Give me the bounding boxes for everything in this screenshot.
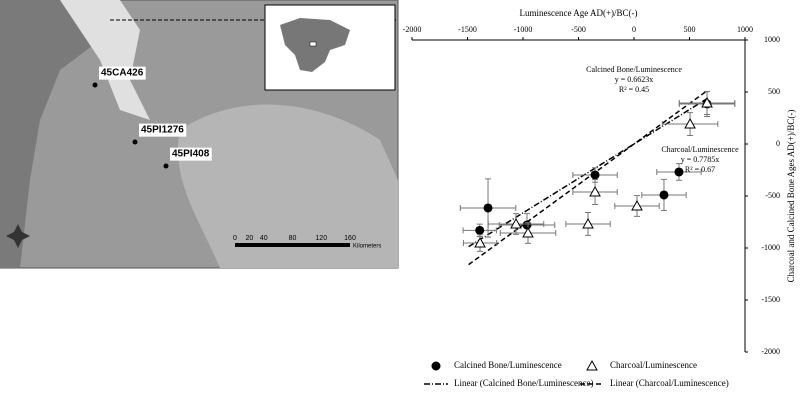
y-tick-label: -500 bbox=[765, 191, 780, 200]
site-label-box bbox=[99, 66, 146, 80]
annotation-label: Calcined Bone/Luminescence bbox=[586, 65, 682, 74]
legend-label: Charcoal/Luminescence bbox=[610, 360, 697, 370]
site-label-box bbox=[170, 147, 212, 161]
point bbox=[522, 220, 532, 230]
point bbox=[701, 96, 713, 108]
annotation-r2: R² = 0.45 bbox=[619, 85, 649, 94]
scale-label: 80 bbox=[289, 235, 297, 242]
scale-label: 0 bbox=[233, 235, 237, 242]
trendline bbox=[468, 90, 708, 266]
inset-area bbox=[309, 41, 317, 47]
point bbox=[684, 118, 696, 129]
point bbox=[522, 226, 534, 238]
x-tick-label: 1000 bbox=[737, 25, 753, 34]
water bbox=[60, 0, 150, 120]
point bbox=[590, 170, 600, 180]
legend-label: Calcined Bone/Luminescence bbox=[454, 360, 562, 370]
site-label: 45PI408 bbox=[172, 149, 210, 160]
x-tick-label: 500 bbox=[684, 25, 696, 34]
site-dot bbox=[132, 139, 138, 145]
chart: -2000 -1500 -1000 -500 0 500 1000 -2000 -1500 -10… bbox=[403, 8, 796, 388]
plateau bbox=[178, 104, 398, 269]
point bbox=[510, 217, 522, 229]
annotation-r2: R² = 0.67 bbox=[685, 165, 715, 174]
x-tick-label: 0 bbox=[632, 25, 636, 34]
site-label: 45CA426 bbox=[101, 68, 144, 79]
point bbox=[475, 225, 485, 235]
site-dot bbox=[163, 163, 169, 169]
annotation-equation: y = 0.7785x bbox=[681, 155, 720, 164]
annotation-label: Charcoal/Luminescence bbox=[661, 145, 739, 154]
coast bbox=[0, 0, 120, 268]
point bbox=[483, 203, 493, 213]
scale-unit: Kilometers bbox=[353, 244, 381, 250]
point bbox=[674, 167, 684, 177]
y-tick-label: -1500 bbox=[761, 295, 780, 304]
y-tick-label: 500 bbox=[768, 87, 780, 96]
trendline bbox=[468, 98, 708, 248]
x-tick-label: -500 bbox=[571, 25, 586, 34]
y-tick-label: 1000 bbox=[764, 35, 780, 44]
legend-label: Linear (Charcoal/Luminescence) bbox=[610, 378, 729, 388]
x-axis-title: Luminescence Age AD(+)/BC(-) bbox=[519, 8, 637, 18]
scale-bar bbox=[235, 243, 350, 247]
point bbox=[474, 236, 486, 248]
legend-label: Linear (Calcined Bone/Luminescence) bbox=[454, 378, 593, 388]
legend-marker bbox=[431, 361, 441, 371]
y-tick-label: 0 bbox=[776, 139, 780, 148]
site-label: 45PI1276 bbox=[141, 125, 184, 136]
scale-label: 120 bbox=[315, 235, 327, 242]
x-tick-label: -1500 bbox=[458, 25, 477, 34]
point bbox=[659, 190, 669, 200]
scale-label: 40 bbox=[260, 235, 268, 242]
point bbox=[589, 186, 601, 197]
scale-label: 20 bbox=[245, 235, 253, 242]
scale-label: 160 bbox=[344, 235, 356, 242]
compass bbox=[6, 224, 30, 248]
point bbox=[631, 199, 643, 211]
x-tick-label: -1000 bbox=[514, 25, 533, 34]
map bbox=[0, 0, 399, 269]
y-tick-label: -1000 bbox=[761, 243, 780, 252]
site-label-box bbox=[139, 123, 187, 137]
y-tick-label: -2000 bbox=[761, 347, 780, 356]
x-tick-label: -2000 bbox=[403, 25, 422, 34]
annotation-equation: y = 0.6623x bbox=[615, 75, 654, 84]
legend-marker bbox=[586, 359, 598, 371]
point bbox=[582, 217, 594, 229]
site-dot bbox=[92, 82, 98, 88]
y-axis-title: Charcoal and Calcined Bone Ages AD(+)/BC… bbox=[786, 110, 796, 283]
